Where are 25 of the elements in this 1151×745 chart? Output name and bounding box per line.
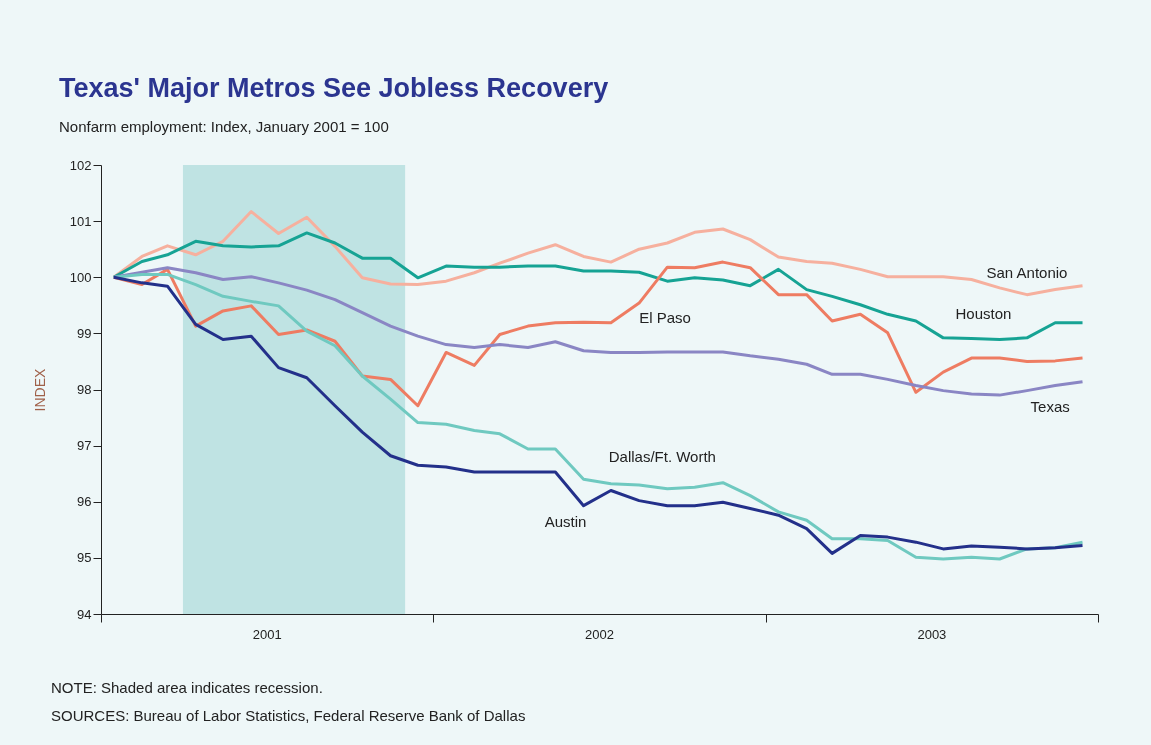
- series-label: Austin: [544, 512, 587, 530]
- series-label: Houston: [955, 305, 1012, 323]
- y-tick-label: 94: [77, 606, 92, 622]
- series-label: El Paso: [639, 309, 691, 327]
- line-series: [112, 231, 1085, 342]
- y-tick-label: 99: [77, 325, 92, 341]
- y-tick-label: 95: [77, 550, 92, 566]
- y-tick-label: 96: [77, 494, 92, 510]
- chart-subtitle: Nonfarm employment: Index, January 2001 = 100: [59, 118, 389, 135]
- source-note: SOURCES: Bureau of Labor Statistics, Federal Reserve Bank of Dallas: [51, 707, 526, 724]
- y-tick-label: 101: [69, 213, 92, 229]
- x-tick-label: 2002: [585, 626, 615, 642]
- y-axis-title: INDEX: [31, 367, 48, 412]
- y-tick-label: 97: [77, 438, 92, 454]
- x-tick-label: 2003: [917, 626, 947, 642]
- x-tick-label: 2001: [252, 626, 282, 642]
- y-tick-label: 98: [77, 382, 92, 397]
- series-label: San Antonio: [986, 263, 1068, 281]
- series-label: Texas: [1030, 397, 1070, 415]
- y-tick-label: 102: [69, 157, 92, 173]
- series-label: Dallas/Ft. Worth: [608, 447, 716, 465]
- chart-title: Texas' Major Metros See Jobless Recovery: [59, 73, 609, 103]
- text: NOTE: Shaded area indicates recession.: [51, 679, 323, 696]
- y-tick-label: 100: [69, 269, 92, 285]
- line-series: [112, 210, 1085, 297]
